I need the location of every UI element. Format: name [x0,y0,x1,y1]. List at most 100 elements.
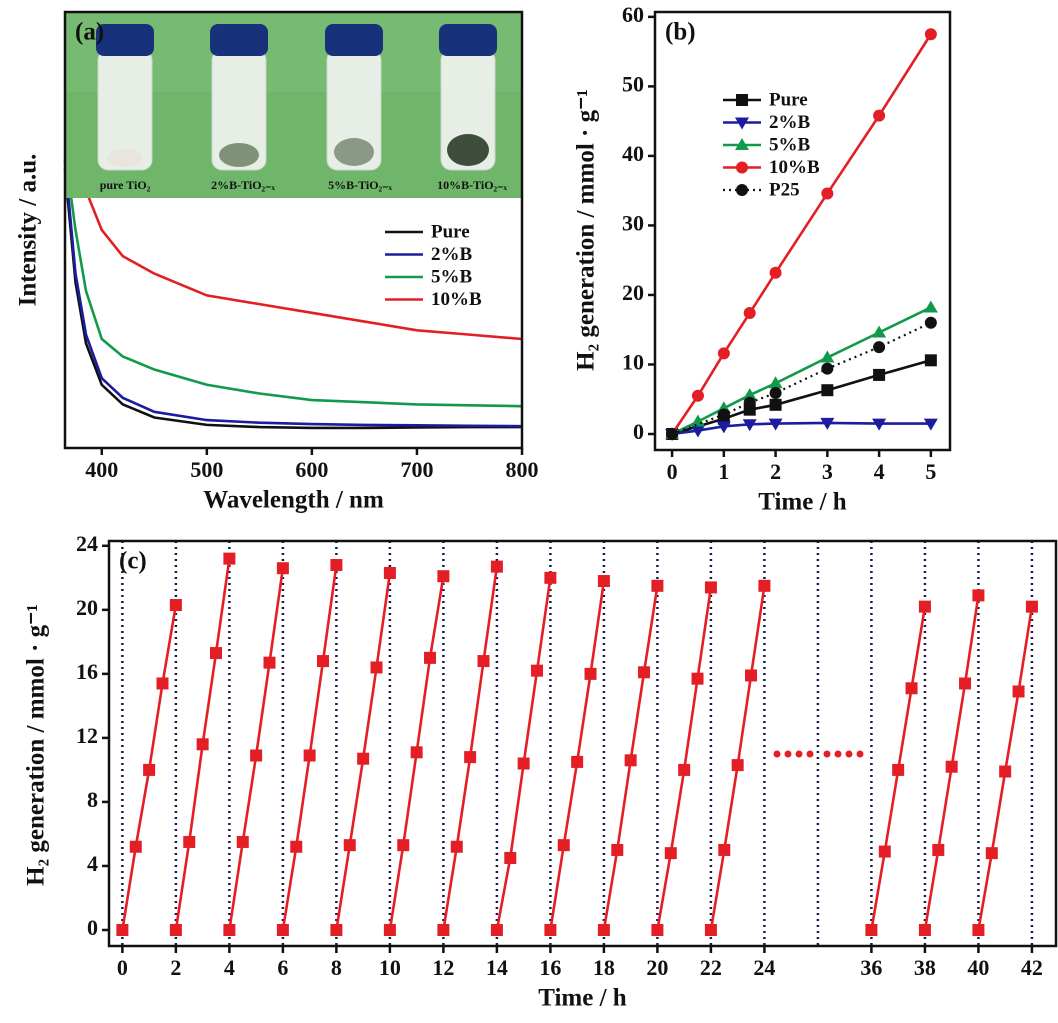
line [549,580,606,931]
marker [865,923,878,936]
marker [690,425,705,438]
y-axis-label: H₂ generation / mmol · g⁻¹ [23,604,50,886]
marker [557,839,570,852]
legend-marker [735,138,749,150]
legend-marker [736,94,748,106]
marker [999,765,1012,778]
ellipsis [773,750,864,758]
marker [169,923,182,936]
legend-label: 5%B [769,134,811,155]
line [671,33,932,435]
marker [820,350,835,363]
x-tick-label: 500 [190,457,223,482]
x-tick-label: 0 [667,459,678,484]
marker [611,843,624,856]
x-tick-label: 600 [295,457,328,482]
y-tick-label: 50 [622,71,644,96]
marker [743,307,756,320]
x-tick-label: 18 [593,955,615,980]
x-tick-label: 400 [85,457,118,482]
marker [718,843,731,856]
marker [758,579,771,592]
photo-label: 2%B-TiO₂₋ₓ [211,178,275,192]
line [495,577,552,931]
marker [769,398,782,411]
y-axis-label: Intensity / a.u. [15,154,42,307]
x-tick-label: 6 [277,955,288,980]
marker [768,376,783,389]
marker [223,552,236,565]
marker [330,559,343,572]
legend-label: 2%B [769,112,811,133]
line [671,421,931,436]
legend-label: P25 [769,179,800,200]
panel-c: 0 2 4 6 8 10 12 14 16 18 20 22 24 36 38 40 4204812162024… [23,531,1058,1012]
y-tick-label: 10 [622,350,644,375]
marker [959,677,972,690]
marker [638,666,651,679]
marker [129,840,142,853]
marker [873,368,886,381]
marker [597,923,610,936]
line [709,585,766,931]
x-tick-label: 5 [925,459,936,484]
line [281,564,338,931]
marker [169,599,182,612]
marker [923,418,938,431]
x-tick-label: 12 [432,955,454,980]
x-tick-label: 36 [860,955,882,980]
plot-frame [63,10,524,450]
marker [691,672,704,685]
marker [918,600,931,613]
marker [183,835,196,848]
legend-marker [735,117,749,130]
marker [717,408,730,421]
x-tick-label: 1 [718,459,729,484]
marker [743,396,756,409]
x-tick-label: 2 [170,955,181,980]
marker [196,738,209,751]
photo-label: 5%B-TiO₂₋ₓ [328,178,392,192]
marker [450,840,463,853]
marker [410,746,423,759]
marker [924,316,937,329]
x-tick-label: 3 [822,459,833,484]
y-tick-label: 0 [633,419,644,444]
marker [985,847,998,860]
y-tick-label: 4 [87,851,98,876]
marker [731,759,744,772]
marker [597,575,610,588]
marker [872,418,887,431]
photo-label: 10%B-TiO₂₋ₓ [437,178,507,192]
legend-label: Pure [431,221,470,242]
marker [383,567,396,580]
x-axis-label: Time / h [538,985,627,1012]
marker [872,325,887,338]
marker [716,421,731,434]
marker [878,845,891,858]
marker [544,571,557,584]
marker [490,923,503,936]
marker [276,562,289,575]
x-tick-label: 10 [379,955,401,980]
marker [210,647,223,660]
marker [918,923,931,936]
marker [704,923,717,936]
marker [424,651,437,664]
x-tick-label: 14 [486,955,508,980]
marker [769,386,782,399]
marker [821,384,834,397]
x-tick-label: 2 [770,459,781,484]
marker [923,300,938,313]
x-tick-label: 4 [224,955,235,980]
marker [742,388,757,401]
marker [664,847,677,860]
line [335,572,392,931]
marker [290,840,303,853]
plot-frame [653,10,952,452]
marker [932,843,945,856]
marker [704,581,717,594]
marker [820,417,835,430]
y-tick-label: 8 [87,787,98,812]
